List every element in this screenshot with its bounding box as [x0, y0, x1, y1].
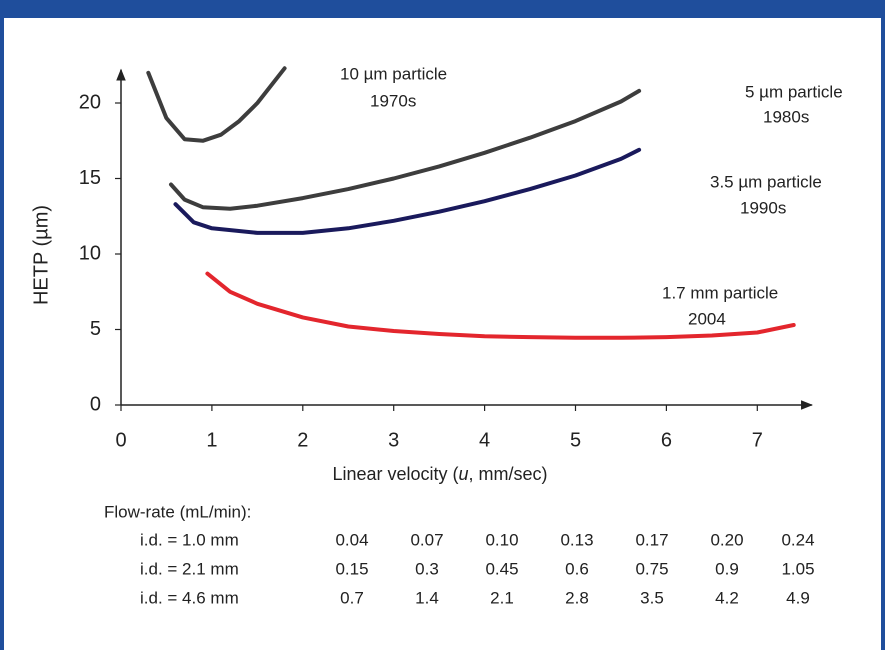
- series-era: 1990s: [740, 198, 786, 217]
- table-cell: 2.8: [565, 588, 589, 607]
- x-tick-label: 3: [388, 429, 399, 451]
- y-tick-label: 15: [79, 167, 101, 189]
- x-tick-label: 5: [570, 429, 581, 451]
- table-cell: 0.20: [710, 530, 743, 549]
- right-border: [881, 0, 885, 650]
- series-label: 10 µm particle: [340, 64, 447, 83]
- y-tick-label: 20: [79, 91, 101, 113]
- table-cell: 0.6: [565, 559, 589, 578]
- series-line: [173, 147, 642, 235]
- series-era: 2004: [688, 309, 726, 328]
- x-tick-label: 4: [479, 429, 490, 451]
- table-cell: 4.9: [786, 588, 810, 607]
- header-bar: [0, 0, 885, 18]
- series-line: [146, 66, 287, 143]
- y-tick-label: 10: [79, 242, 101, 264]
- table-cell: 1.05: [781, 559, 814, 578]
- table-cell: 0.13: [560, 530, 593, 549]
- x-label-part: u: [459, 464, 469, 484]
- y-axis-label: HETP (µm): [30, 205, 52, 305]
- y-tick-label: 5: [90, 318, 101, 340]
- row-label: i.d. = 4.6 mm: [140, 588, 239, 607]
- series-era: 1970s: [370, 91, 416, 110]
- x-axis-label: Linear velocity (u, mm/sec): [332, 464, 547, 484]
- series-label: 3.5 µm particle: [710, 172, 822, 191]
- table-cell: 0.10: [485, 530, 518, 549]
- table-cell: 0.04: [335, 530, 368, 549]
- table-cell: 0.17: [635, 530, 668, 549]
- left-border: [0, 0, 4, 650]
- series-era: 1980s: [763, 107, 809, 126]
- table-cell: 0.7: [340, 588, 364, 607]
- table-cell: 0.07: [410, 530, 443, 549]
- x-tick-label: 6: [661, 429, 672, 451]
- table-cell: 0.3: [415, 559, 439, 578]
- x-tick-label: 7: [752, 429, 763, 451]
- table-cell: 4.2: [715, 588, 739, 607]
- series-line: [169, 88, 642, 211]
- row-label: i.d. = 2.1 mm: [140, 559, 239, 578]
- x-tick-label: 1: [206, 429, 217, 451]
- table-title: Flow-rate (mL/min):: [104, 502, 251, 521]
- x-tick-label: 2: [297, 429, 308, 451]
- table-cell: 0.75: [635, 559, 668, 578]
- x-tick-label: 0: [115, 429, 126, 451]
- series-label: 1.7 mm particle: [662, 283, 778, 302]
- x-label-part: Linear velocity (: [332, 464, 458, 484]
- table-cell: 0.9: [715, 559, 739, 578]
- y-tick-label: 0: [90, 393, 101, 415]
- table-cell: 1.4: [415, 588, 439, 607]
- x-label-part: , mm/sec): [469, 464, 548, 484]
- table-cell: 0.24: [781, 530, 814, 549]
- series-line: [205, 271, 796, 340]
- series-label: 5 µm particle: [745, 82, 843, 101]
- table-cell: 3.5: [640, 588, 664, 607]
- table-cell: 0.15: [335, 559, 368, 578]
- table-cell: 0.45: [485, 559, 518, 578]
- table-cell: 2.1: [490, 588, 514, 607]
- row-label: i.d. = 1.0 mm: [140, 530, 239, 549]
